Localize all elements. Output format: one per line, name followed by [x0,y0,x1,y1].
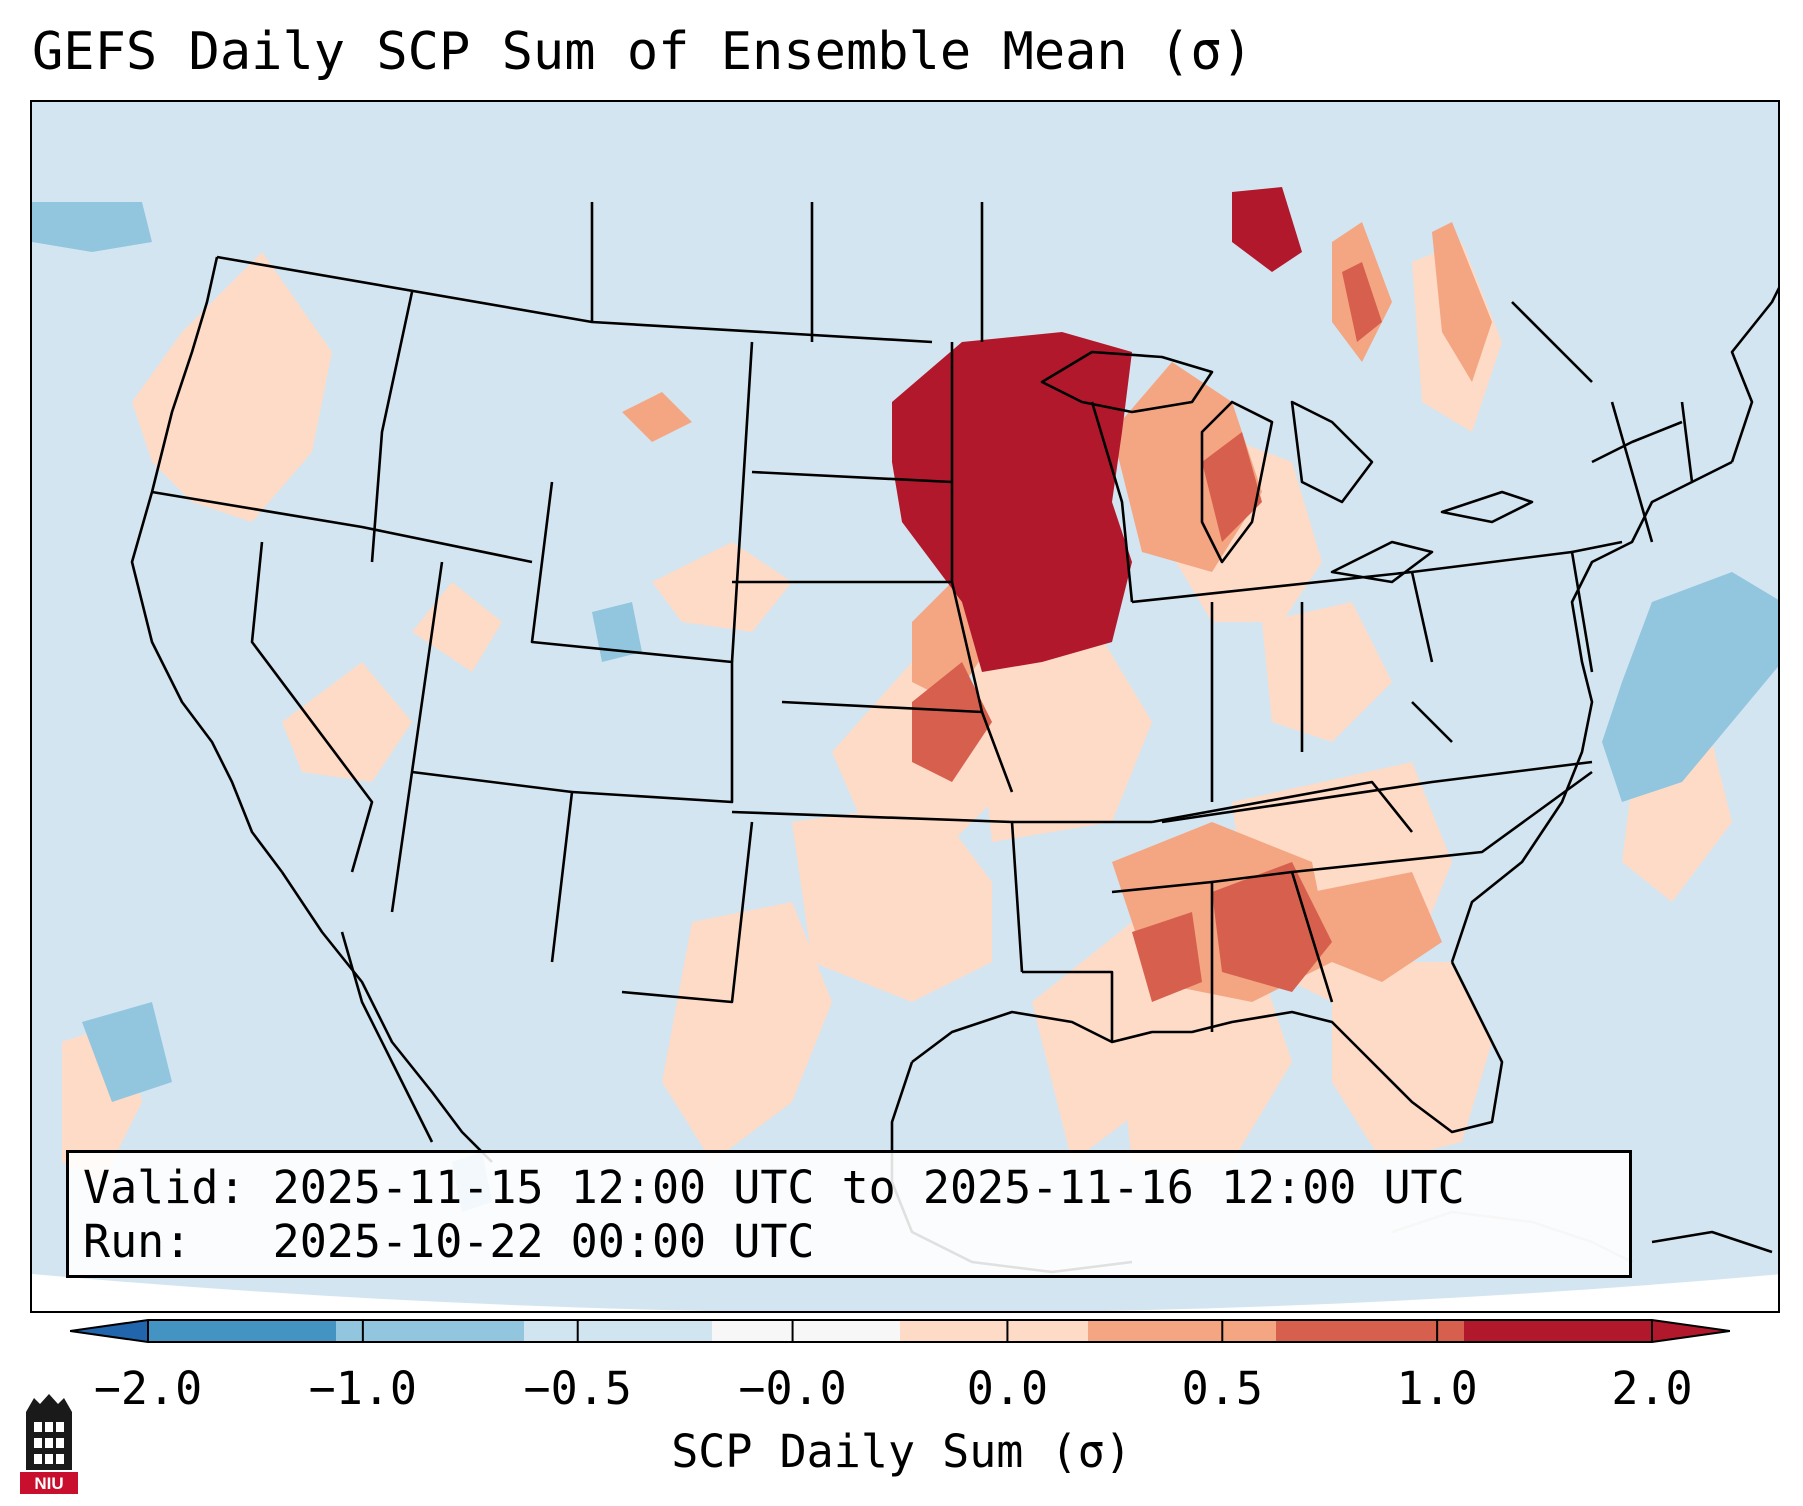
colorbar-tick-label: 0.0 [966,1362,1049,1415]
coastlines-and-borders [130,202,1778,1274]
colorbar-segment [336,1320,525,1342]
scp-map [32,187,1778,1311]
valid-range: 2025-11-15 12:00 UTC to 2025-11-16 12:00… [272,1161,1465,1214]
university-tower-icon: NIU [20,1394,78,1494]
map-title: GEFS Daily SCP Sum of Ensemble Mean (σ) [32,22,1253,82]
colorbar-segment [1276,1320,1465,1342]
colorbar-segment [900,1320,1089,1342]
run-time: 2025-10-22 00:00 UTC [272,1215,815,1268]
colorbar-segment [1088,1320,1277,1342]
colorbar-over-arrow [1652,1320,1730,1342]
validity-info-box: Valid: 2025-11-15 12:00 UTC to 2025-11-1… [66,1150,1632,1278]
colorbar-tick-label: −1.0 [308,1362,418,1415]
map-panel [30,100,1780,1313]
colorbar-tick-label: −2.0 [93,1362,203,1415]
colorbar-segments [148,1320,1653,1342]
run-label: Run: [83,1215,192,1268]
colorbar-tick-marks [147,1320,1653,1342]
colorbar-segment [1464,1320,1653,1342]
colorbar [70,1319,1730,1343]
colorbar-tick-label: 0.5 [1181,1362,1263,1415]
colorbar-tick-label: 2.0 [1611,1362,1693,1415]
colorbar-under-arrow [70,1320,148,1342]
colorbar-tick-label: 1.0 [1396,1362,1478,1415]
colorbar-tick-label: −0.5 [523,1362,632,1415]
colorbar-title: SCP Daily Sum (σ) [671,1425,1132,1478]
field-weak-positive [62,242,1732,1182]
colorbar-segment [524,1320,713,1342]
field-strong-positive [912,262,1382,1002]
valid-label: Valid: [83,1161,246,1214]
projection-edge [32,1274,1778,1311]
logo-text: NIU [34,1474,63,1493]
colorbar-tick-label: −0.0 [738,1362,847,1415]
colorbar-segment [148,1320,337,1342]
colorbar-segment [712,1320,901,1342]
